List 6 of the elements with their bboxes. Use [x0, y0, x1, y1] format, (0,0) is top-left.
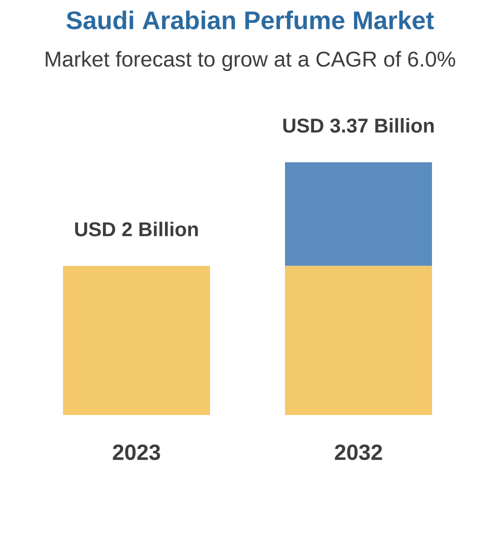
chart-subtitle: Market forecast to grow at a CAGR of 6.0%	[46, 51, 456, 71]
x-tick-label: 2032	[334, 444, 382, 460]
chart-title: Saudi Arabian Perfume Market	[66, 10, 434, 30]
total-label: USD 2 Billion	[75, 222, 198, 236]
total-label: USD 3.37 Billion	[283, 118, 434, 133]
x-tick-label: 2023	[112, 444, 160, 460]
